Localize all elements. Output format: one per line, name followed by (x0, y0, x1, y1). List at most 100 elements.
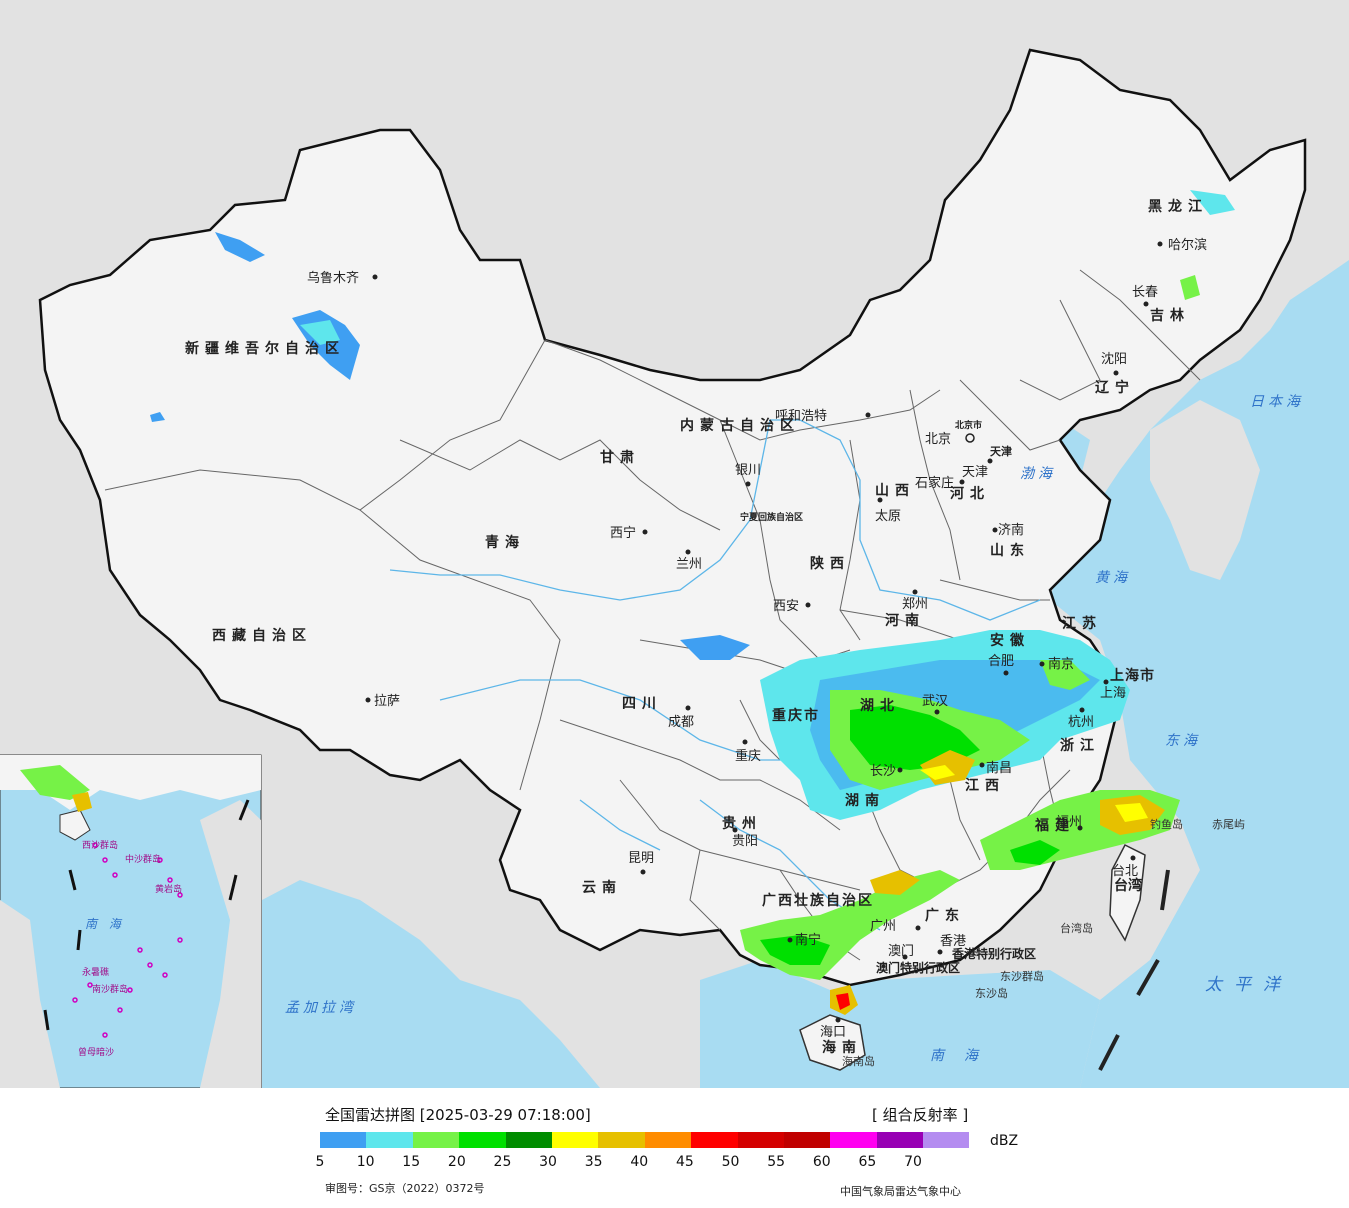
colorbar-tick: 70 (904, 1154, 922, 1170)
colorbar-tick: 5 (315, 1154, 325, 1170)
colorbar-swatch (783, 1132, 831, 1148)
island-taiwan: 台湾岛 (1060, 921, 1093, 935)
city-wuhan: 武汉 (922, 694, 948, 709)
label-xizang: 西藏自治区 (212, 627, 312, 644)
label-heilongjiang: 黑龙江 (1148, 198, 1208, 215)
label-shandong: 山东 (990, 542, 1030, 559)
city-hohhot: 呼和浩特 (775, 409, 827, 424)
colorbar-tick: 35 (584, 1154, 603, 1170)
inset-zhongsha: 中沙群岛 (125, 853, 161, 865)
legend-title: 全国雷达拼图 [2025-03-29 07:18:00] (325, 1106, 591, 1124)
radar-map: 新疆维吾尔自治区 西藏自治区 青海 甘肃 内蒙古自治区 黑龙江 吉林 辽宁 河北… (0, 0, 1349, 1088)
city-taiyuan: 太原 (875, 509, 901, 524)
city-changsha: 长沙 (870, 764, 896, 779)
hainan-island (799, 1014, 866, 1071)
label-zhejiang: 浙江 (1060, 737, 1100, 754)
label-liaoning: 辽宁 (1095, 379, 1135, 396)
colorbar-tick: 45 (676, 1154, 694, 1170)
south-china-sea-inset (0, 754, 262, 1088)
city-labels: 乌鲁木齐 拉萨 西宁 兰州 银川 呼和浩特 北京 天津 石家庄 太原 济南 郑州… (307, 237, 1207, 1040)
label-sichuan: 四川 (622, 696, 662, 712)
colorbar-swatch (876, 1132, 924, 1148)
colorbar-tick: 30 (539, 1154, 557, 1170)
taiwan-island (1109, 843, 1146, 942)
island-dongsha-group: 东沙群岛 (1000, 969, 1044, 983)
colorbar-tick: 15 (402, 1154, 421, 1170)
sea-south (700, 960, 1100, 1088)
label-jiangxi: 江西 (965, 777, 1005, 794)
city-tianjin: 天津 (962, 465, 988, 480)
label-macau: 澳门特别行政区 (876, 960, 960, 975)
echo-xinjiang-north (215, 232, 265, 262)
label-hunan: 湖南 (845, 792, 885, 809)
sea-yellow-label: 黄海 (1095, 570, 1131, 586)
city-taipei: 台北 (1112, 864, 1138, 879)
city-hangzhou: 杭州 (1068, 715, 1094, 730)
label-beijing-city: 北京市 (955, 419, 982, 431)
colorbar-swatch (320, 1132, 367, 1148)
city-changchun: 长春 (1132, 285, 1158, 300)
colorbar-swatch (737, 1132, 784, 1148)
sea-bengal-label: 孟加拉湾 (285, 1000, 357, 1016)
sea-east-label: 东海 (1165, 733, 1201, 749)
city-xining: 西宁 (610, 525, 636, 541)
city-nanjing: 南京 (1048, 656, 1074, 672)
label-guizhou: 贵州 (722, 815, 762, 832)
sea-japan-label: 日本海 (1250, 394, 1304, 410)
colorbar-tick: 55 (767, 1154, 786, 1170)
maritime-boundaries (1098, 869, 1170, 1071)
city-xian: 西安 (773, 599, 799, 614)
colorbar-swatch (830, 1132, 877, 1148)
inset-nansha: 南沙群岛 (92, 983, 128, 995)
label-gansu: 甘肃 (600, 449, 640, 466)
inset-zengmu: 曾母暗沙 (78, 1046, 114, 1058)
city-lanzhou: 兰州 (676, 557, 702, 572)
city-chengdu: 成都 (668, 715, 694, 730)
city-hefei: 合肥 (988, 654, 1014, 669)
sea-south-label: 南海 (930, 1048, 998, 1064)
colorbar-tick: 50 (721, 1154, 740, 1170)
legend-unit: dBZ (990, 1133, 1019, 1149)
label-hebei: 河北 (950, 485, 990, 502)
city-shenyang: 沈阳 (1101, 352, 1127, 367)
colorbar-swatch (644, 1132, 692, 1148)
island-chiwei: 赤尾屿 (1212, 818, 1245, 831)
sea-bohai-label: 渤海 (1020, 466, 1056, 482)
city-nanchang: 南昌 (986, 760, 1012, 776)
colorbar-swatch (412, 1132, 460, 1148)
colorbar-swatch (598, 1132, 645, 1148)
colorbar-swatch (505, 1132, 552, 1148)
inset-xisha: 西沙群岛 (82, 839, 118, 851)
label-taiwan: 台湾 (1114, 877, 1142, 894)
label-hainan: 海南 (822, 1039, 862, 1056)
colorbar-tick: 20 (447, 1154, 466, 1170)
city-haikou: 海口 (820, 1025, 846, 1040)
island-hainan: 海南岛 (842, 1054, 875, 1068)
korea-land (1150, 400, 1260, 580)
island-dongsha: 东沙岛 (975, 986, 1008, 1000)
label-qinghai: 青海 (485, 534, 525, 551)
label-guangdong: 广东 (925, 907, 965, 924)
city-yinchuan: 银川 (735, 463, 761, 478)
label-xinjiang: 新疆维吾尔自治区 (185, 340, 345, 357)
label-yunnan: 云南 (582, 879, 622, 896)
label-henan: 河南 (885, 612, 925, 629)
legend-product: [ 组合反射率 ] (872, 1106, 969, 1124)
label-jiangsu: 江苏 (1062, 615, 1102, 632)
sea-labels: 日本海 渤海 黄海 东海 南海 太平洋 孟加拉湾 南 海 (85, 394, 1304, 1064)
label-fujian: 福建 (1034, 817, 1075, 834)
label-chongqing: 重庆市 (772, 707, 820, 724)
label-shanghai: 上海市 (1110, 667, 1155, 684)
colorbar-swatch (459, 1132, 506, 1148)
city-chongqing: 重庆 (735, 748, 761, 764)
inset-huangyan: 黄岩岛 (155, 883, 182, 895)
legend-colorbar (320, 1132, 970, 1148)
legend: 全国雷达拼图 [2025-03-29 07:18:00] [ 组合反射率 ] 5… (0, 1088, 1349, 1208)
city-zhengzhou: 郑州 (902, 597, 928, 612)
approval-number: 审图号：GS京（2022）0372号 (325, 1182, 485, 1195)
label-guangxi: 广西壮族自治区 (762, 892, 874, 909)
label-anhui: 安徽 (990, 632, 1030, 649)
colorbar-swatch (551, 1132, 599, 1148)
city-hongkong: 香港 (940, 934, 966, 949)
colorbar-tick: 40 (630, 1154, 649, 1170)
